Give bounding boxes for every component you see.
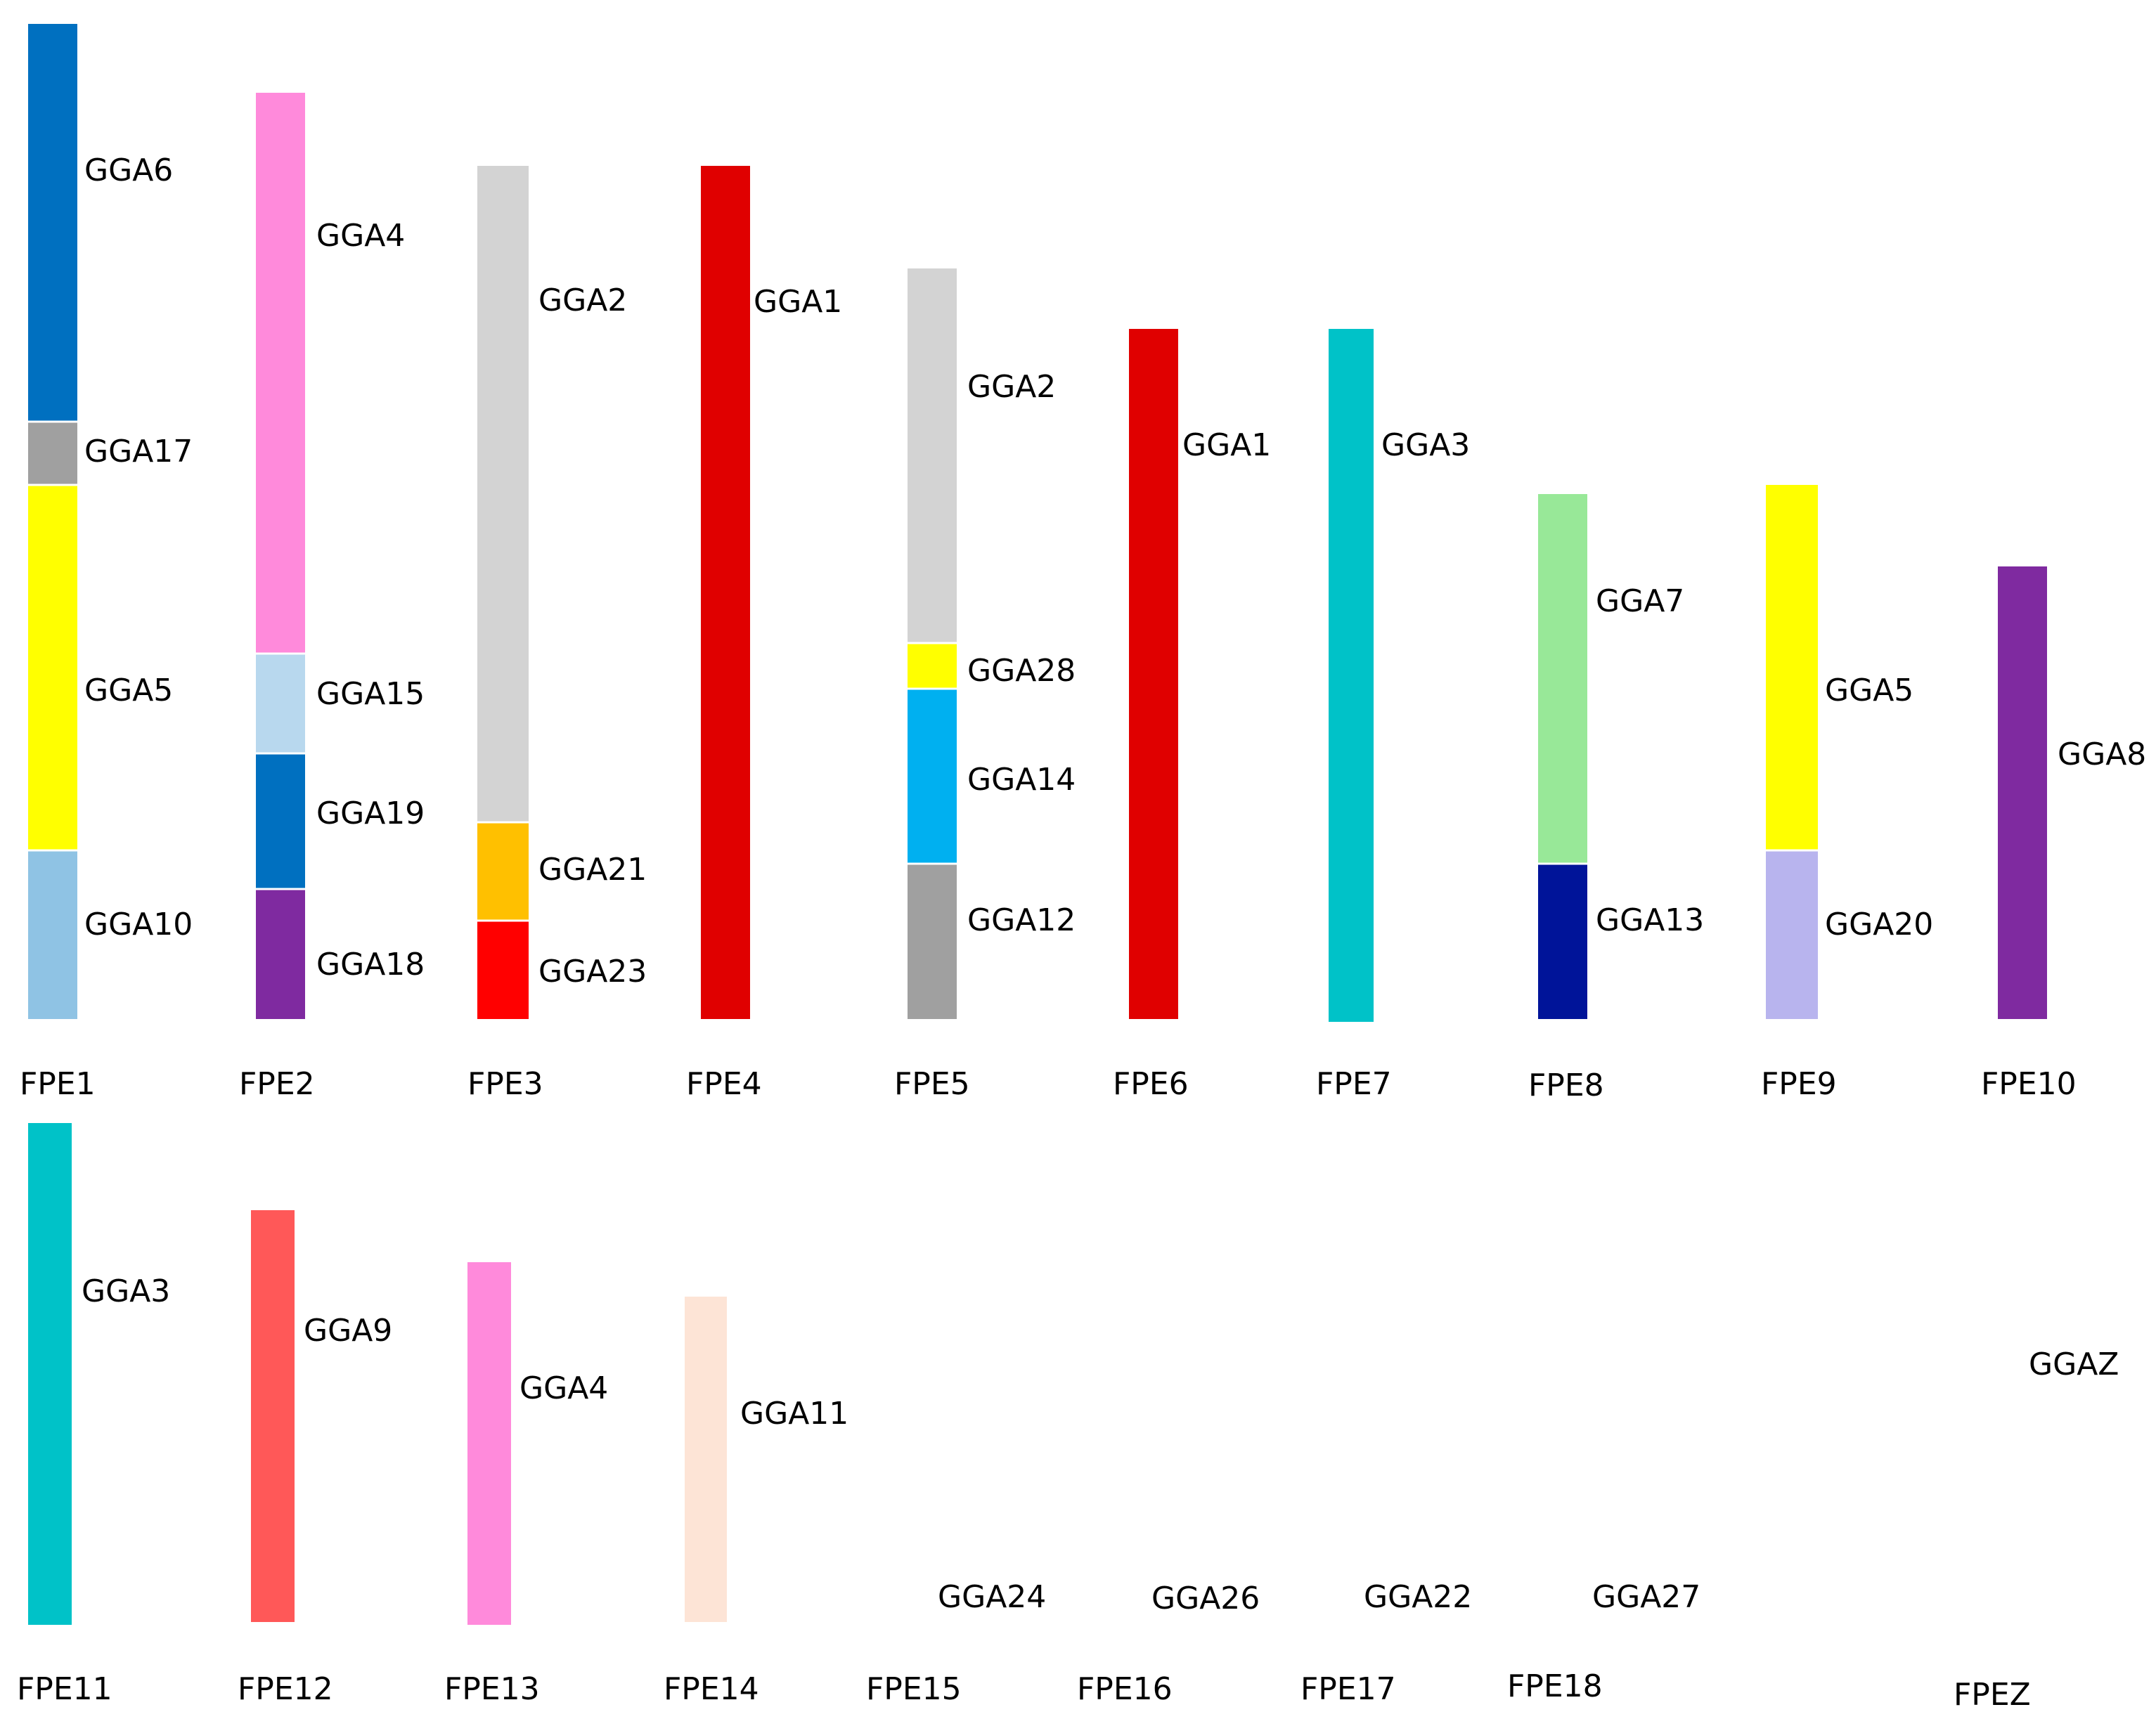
segment-fpe2-gga19 — [256, 753, 305, 889]
chromosome-fpe10: GGA8 FPE10 — [1981, 566, 2146, 1102]
chromosome-fpe15: GGA24 FPE15 — [866, 1579, 1046, 1707]
segment-label: GGA8 — [2058, 737, 2146, 772]
chromosome-fpez: GGAZ FPEZ — [1954, 1347, 2119, 1713]
chromosome-fpe7: GGA3 FPE7 — [1316, 329, 1470, 1102]
segment-label: GGA14 — [967, 762, 1076, 798]
segment-label: GGA4 — [519, 1370, 608, 1406]
segment-label: GGA1 — [754, 284, 842, 320]
segment-fpe4-gga1 — [701, 166, 750, 1019]
chromosome-name: FPE9 — [1761, 1066, 1837, 1102]
segment-fpe7-gga3 — [1329, 329, 1374, 1022]
chromosome-name: FPE15 — [866, 1671, 962, 1707]
segment-label: GGA24 — [938, 1579, 1046, 1615]
chromosome-fpe1: GGA6 GGA17 GGA5 GGA10 FPE1 — [20, 24, 193, 1102]
segment-label: GGA4 — [316, 218, 405, 254]
chromosome-fpe5: GGA2 GGA28 GGA14 GGA12 FPE5 — [894, 268, 1076, 1102]
chromosome-name: FPE4 — [686, 1066, 762, 1102]
chromosome-fpe2: GGA4 GGA15 GGA19 GGA18 FPE2 — [239, 93, 425, 1102]
segment-label: GGA10 — [84, 907, 193, 942]
segment-fpe1-gga17 — [28, 422, 77, 485]
segment-label: GGA20 — [1825, 907, 1933, 942]
segment-fpe3-gga21 — [477, 822, 529, 921]
chromosome-name: FPE13 — [444, 1671, 540, 1707]
segment-fpe5-gga2 — [908, 268, 957, 643]
segment-fpe5-gga12 — [908, 864, 957, 1019]
segment-fpe11-gga3 — [28, 1123, 72, 1625]
chromosome-name: FPE14 — [664, 1671, 759, 1707]
chromosome-name: FPE11 — [17, 1671, 112, 1707]
chromosome-fpe16: GGA26 FPE16 — [1077, 1581, 1260, 1707]
segment-fpe5-gga28 — [908, 643, 957, 689]
segment-label: GGA11 — [740, 1396, 848, 1432]
chromosome-name: FPE16 — [1077, 1671, 1173, 1707]
chromosome-fpe17: GGA22 FPE17 — [1300, 1579, 1472, 1707]
segment-label: GGA7 — [1596, 583, 1684, 619]
segment-fpe5-gga14 — [908, 689, 957, 864]
segment-label: GGA6 — [84, 153, 173, 188]
segment-label: GGA9 — [304, 1313, 392, 1349]
chromosome-name: FPE12 — [238, 1671, 333, 1707]
segment-fpe8-gga7 — [1538, 494, 1587, 864]
segment-label: GGA27 — [1592, 1579, 1700, 1615]
segment-label: GGA18 — [316, 947, 425, 982]
chromosomes: GGA6 GGA17 GGA5 GGA10 FPE1 GGA4 GGA15 GGA19 GGA1… — [17, 24, 2146, 1713]
segment-fpe1-gga6 — [28, 24, 77, 422]
segment-label: GGA21 — [538, 852, 647, 888]
chromosome-fpe8: GGA7 GGA13 FPE8 — [1528, 494, 1704, 1103]
chromosome-fpe14: GGA11 FPE14 — [664, 1297, 848, 1707]
segment-label: GGA28 — [967, 653, 1076, 689]
segment-label: GGA5 — [84, 673, 173, 708]
segment-fpe6-gga1 — [1129, 329, 1178, 1019]
chromosome-name: FPEZ — [1954, 1677, 2031, 1713]
segment-label: GGA23 — [538, 954, 647, 990]
segment-label: GGA15 — [316, 676, 425, 712]
chromosome-name: FPE17 — [1300, 1671, 1396, 1707]
segment-fpe3-gga23 — [477, 921, 529, 1019]
segment-label: GGA2 — [967, 369, 1056, 405]
segment-fpe2-gga4 — [256, 93, 305, 654]
chromosome-fpe11: GGA3 FPE11 — [17, 1123, 170, 1707]
chromosome-fpe12: GGA9 FPE12 — [238, 1210, 392, 1707]
chromosome-fpe3: GGA2 GGA21 GGA23 FPE3 — [467, 166, 647, 1102]
chromosome-fpe6: GGA1 FPE6 — [1113, 329, 1271, 1102]
chromosome-name: FPE10 — [1981, 1066, 2077, 1102]
segment-label: GGA3 — [1381, 427, 1470, 463]
segment-label: GGA2 — [538, 283, 627, 318]
segment-fpe14-gga11 — [685, 1297, 727, 1622]
segment-label: GGA3 — [82, 1273, 170, 1309]
segment-label: GGA1 — [1182, 427, 1271, 463]
segment-fpe1-gga10 — [28, 850, 77, 1019]
chromosome-name: FPE1 — [20, 1066, 96, 1102]
chromosome-name: FPE5 — [894, 1066, 970, 1102]
segment-label: GGA12 — [967, 902, 1076, 938]
segment-label: GGA5 — [1825, 673, 1913, 708]
chromosome-name: FPE3 — [467, 1066, 543, 1102]
chromosome-name: FPE2 — [239, 1066, 315, 1102]
chromosome-name: FPE8 — [1528, 1068, 1604, 1103]
segment-label: GGA17 — [84, 434, 193, 469]
segment-fpe3-gga2 — [477, 166, 529, 822]
segment-label: GGAZ — [2029, 1347, 2119, 1382]
segment-fpe9-gga20 — [1766, 850, 1818, 1019]
segment-fpe1-gga5 — [28, 485, 77, 850]
segment-label: GGA19 — [316, 796, 425, 831]
chromosome-fpe18: GGA27 FPE18 — [1507, 1579, 1700, 1704]
segment-fpe10-gga8 — [1998, 566, 2047, 1019]
chromosome-fpe9: GGA5 GGA20 FPE9 — [1761, 485, 1933, 1102]
chromosome-name: FPE6 — [1113, 1066, 1189, 1102]
segment-fpe2-gga18 — [256, 889, 305, 1019]
segment-label: GGA13 — [1596, 902, 1704, 938]
chromosome-name: FPE18 — [1507, 1668, 1603, 1704]
segment-fpe13-gga4 — [467, 1262, 511, 1625]
chromosome-name: FPE7 — [1316, 1066, 1392, 1102]
segment-label: GGA26 — [1151, 1581, 1260, 1616]
segment-fpe12-gga9 — [251, 1210, 295, 1622]
segment-fpe8-gga13 — [1538, 864, 1587, 1019]
segment-fpe2-gga15 — [256, 654, 305, 753]
chromosome-fpe4: GGA1 FPE4 — [686, 166, 842, 1102]
chromosome-fpe13: GGA4 FPE13 — [444, 1262, 608, 1707]
segment-label: GGA22 — [1364, 1579, 1472, 1615]
segment-fpe9-gga5 — [1766, 485, 1818, 850]
